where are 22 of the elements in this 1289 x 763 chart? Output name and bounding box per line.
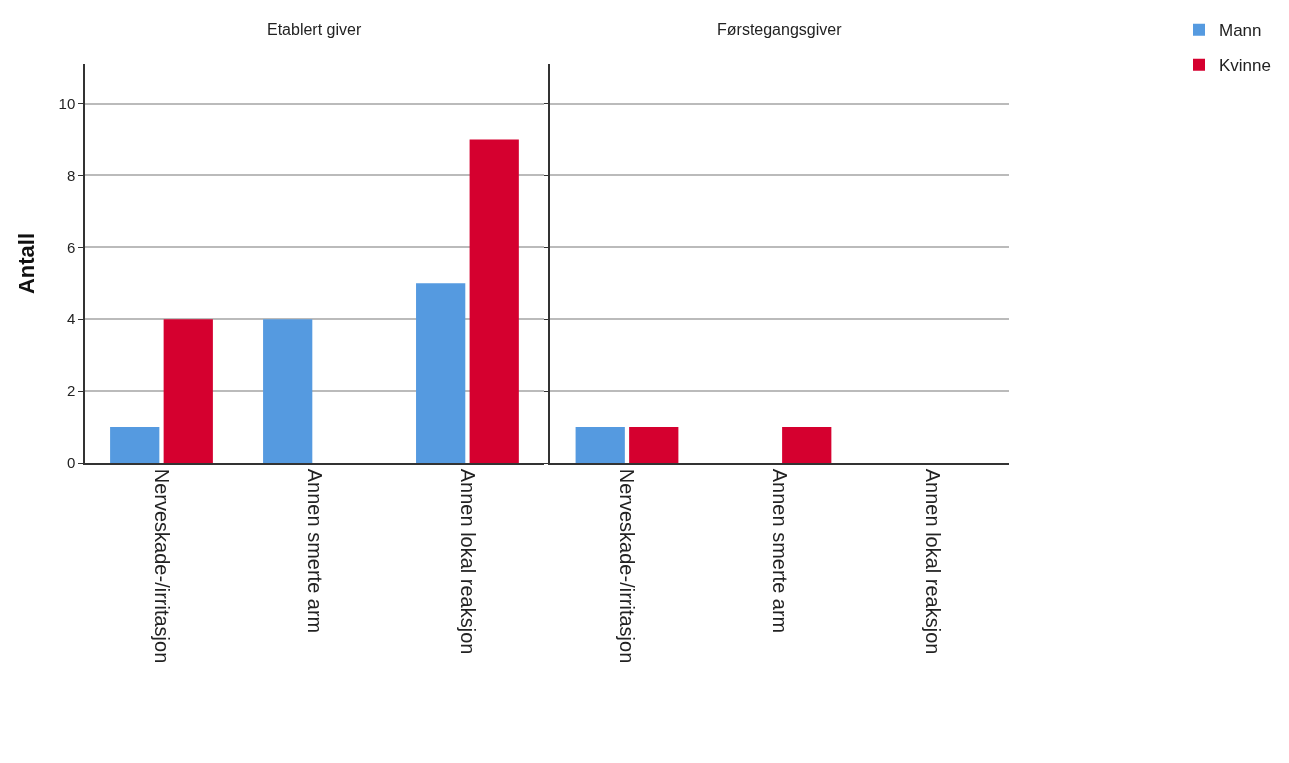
x-tick-label: Annen lokal reaksjon <box>456 468 479 655</box>
y-tick-label: 2 <box>66 382 76 400</box>
legend-label: Kvinne <box>1219 56 1271 76</box>
chart-title: Førstegangsgiver <box>717 21 843 38</box>
y-tick-label: 8 <box>66 166 76 184</box>
x-tick-label: Annen smerte arm <box>769 468 792 634</box>
x-tick-label: Nerveskade-/irritasjon <box>150 468 173 664</box>
x-tick-label: Annen lokal reaksjon <box>922 468 945 655</box>
bar <box>416 283 466 463</box>
y-tick-label: 6 <box>66 238 76 256</box>
y-tick-label: 4 <box>66 310 76 328</box>
bar <box>163 319 213 463</box>
legend-label: Mann <box>1219 21 1262 41</box>
y-axis-title: Antall <box>13 232 39 295</box>
bar <box>110 427 160 463</box>
y-tick-label: 0 <box>66 454 76 472</box>
x-tick-label: Annen smerte arm <box>303 468 326 634</box>
bar <box>469 139 519 463</box>
x-tick-label: Nerveskade-/irritasjon <box>616 468 639 664</box>
y-tick-label: 10 <box>58 94 76 112</box>
bar <box>263 319 313 463</box>
chart-title: Etablert giver <box>267 21 362 38</box>
